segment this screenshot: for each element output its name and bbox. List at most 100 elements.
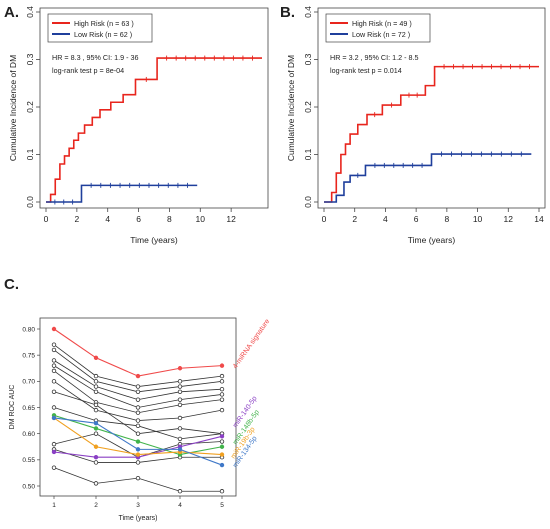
auc-point	[219, 386, 225, 392]
y-axis-label: Cumulative Incidence of DM	[286, 55, 296, 161]
y-tick-label: 0.60	[22, 431, 35, 438]
y-tick-label: 0.65	[22, 405, 35, 412]
auc-point	[135, 439, 141, 444]
auc-point	[135, 405, 141, 410]
y-tick-label: 0.2	[25, 101, 35, 113]
auc-point	[93, 431, 99, 436]
x-axis-label: Time (years)	[408, 235, 456, 245]
auc-point	[93, 402, 99, 408]
auc-point	[93, 460, 99, 465]
legend-box	[325, 13, 431, 43]
x-axis-label: Time (years)	[118, 515, 157, 522]
auc-point	[51, 415, 57, 421]
survival-curve-high-risk	[324, 65, 539, 203]
x-tick-label: 10	[473, 214, 483, 224]
x-tick-label: 4	[178, 502, 182, 509]
x-tick-label: 0	[44, 214, 49, 224]
x-tick-label: 2	[74, 214, 79, 224]
auc-point	[177, 384, 183, 389]
auc-point	[219, 373, 225, 379]
auc-point	[219, 363, 225, 368]
x-tick-label: 12	[504, 214, 514, 224]
auc-point	[177, 426, 183, 431]
plot-frame	[317, 7, 546, 209]
auc-point	[177, 415, 183, 421]
auc-point	[135, 389, 141, 394]
series-label: 4-miRNA signature	[232, 318, 271, 370]
stat-annotation: log-rank test p = 0.014	[330, 66, 402, 75]
auc-point	[135, 475, 141, 481]
auc-point	[51, 465, 57, 470]
auc-point	[135, 431, 141, 436]
x-tick-label: 6	[414, 214, 419, 224]
auc-point	[135, 410, 141, 415]
auc-point	[135, 384, 141, 389]
x-tick-label: 8	[167, 214, 172, 224]
x-axis-label: Time (years)	[130, 235, 178, 245]
auc-point	[93, 455, 99, 460]
panel-label-a: A.	[4, 4, 19, 21]
y-tick-label: 0.80	[22, 326, 35, 333]
auc-point	[93, 444, 99, 449]
auc-point	[93, 421, 99, 426]
auc-point	[219, 392, 225, 397]
auc-point	[51, 358, 57, 363]
auc-point	[177, 379, 183, 384]
x-tick-label: 2	[94, 502, 98, 509]
auc-point	[51, 389, 57, 394]
y-tick-label: 0.55	[22, 457, 35, 464]
survival-curve-low-risk	[324, 153, 532, 203]
panel-label-c: C.	[4, 276, 19, 293]
auc-point	[51, 368, 57, 374]
legend-entry: Low Risk (n = 62 )	[74, 30, 132, 39]
y-tick-label: 0.4	[25, 6, 35, 18]
auc-point	[219, 407, 225, 413]
y-axis-label: DM ROC AUC	[9, 385, 16, 430]
stat-annotation: HR = 3.2 , 95% CI: 1.2 - 8.5	[330, 53, 419, 62]
auc-point	[135, 423, 141, 429]
survival-curve-high-risk	[46, 57, 262, 203]
x-tick-label: 8	[444, 214, 449, 224]
x-tick-label: 4	[383, 214, 388, 224]
auc-point	[135, 418, 141, 423]
x-tick-label: 14	[534, 214, 544, 224]
auc-point	[135, 452, 141, 457]
y-tick-label: 0.3	[303, 53, 313, 65]
y-axis-label: Cumulative Incidence of DM	[8, 55, 18, 161]
auc-point	[51, 326, 57, 332]
x-tick-label: 2	[352, 214, 357, 224]
auc-point	[177, 447, 183, 452]
auc-point	[51, 342, 57, 347]
y-tick-label: 0.70	[22, 379, 35, 386]
auc-point	[93, 407, 99, 413]
x-tick-label: 4	[105, 214, 110, 224]
y-tick-label: 0.1	[303, 148, 313, 160]
auc-point	[219, 439, 225, 444]
y-tick-label: 0.75	[22, 352, 35, 359]
auc-point	[93, 426, 99, 431]
x-tick-label: 1	[52, 502, 56, 509]
y-tick-label: 0.1	[25, 148, 35, 160]
auc-point	[177, 366, 183, 371]
auc-point	[93, 355, 99, 360]
auc-point	[135, 447, 141, 452]
auc-point	[219, 397, 225, 402]
legend-entry: High Risk (n = 63 )	[74, 19, 134, 28]
auc-point	[93, 379, 99, 384]
auc-point	[177, 389, 183, 394]
y-tick-label: 0.0	[303, 196, 313, 208]
auc-point	[51, 405, 57, 410]
auc-point	[219, 462, 225, 468]
x-tick-label: 3	[136, 502, 140, 509]
y-tick-label: 0.3	[25, 53, 35, 65]
legend-entry: High Risk (n = 49 )	[352, 19, 412, 28]
auc-point	[219, 452, 225, 457]
auc-point	[51, 379, 57, 384]
auc-point	[177, 397, 183, 402]
auc-point	[93, 481, 99, 486]
panel-label-b: B.	[280, 4, 295, 21]
y-tick-label: 0.4	[303, 6, 313, 18]
plot-frame	[39, 7, 269, 209]
y-tick-label: 0.50	[22, 483, 35, 490]
